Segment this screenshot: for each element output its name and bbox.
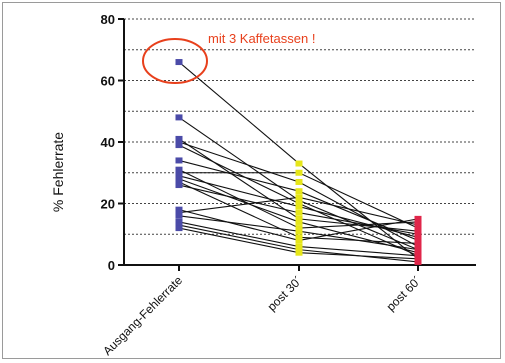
data-point-2-2 bbox=[414, 228, 422, 235]
data-point-10-2 bbox=[414, 240, 422, 247]
data-point-17-1 bbox=[295, 249, 303, 256]
axes bbox=[118, 18, 476, 271]
data-point-1-1 bbox=[295, 197, 303, 204]
data-point-13-2 bbox=[414, 222, 422, 229]
data-point-17-0 bbox=[175, 225, 183, 232]
y-tick-label-80: 80 bbox=[101, 12, 115, 27]
data-point-4-1 bbox=[295, 200, 303, 207]
data-point-3-1 bbox=[295, 178, 303, 185]
data-point-16-1 bbox=[295, 246, 303, 253]
x-tick-label-2: post 60´ bbox=[384, 273, 425, 314]
data-point-16-2 bbox=[414, 258, 422, 265]
data-point-8-2 bbox=[414, 234, 422, 241]
data-point-14-0 bbox=[175, 212, 183, 219]
data-point-7-2 bbox=[414, 225, 422, 232]
data-point-13-0 bbox=[175, 209, 183, 216]
data-point-5-0 bbox=[175, 157, 183, 164]
data-point-12-1 bbox=[295, 237, 303, 244]
data-point-6-0 bbox=[175, 166, 183, 173]
data-point-13-1 bbox=[295, 194, 303, 201]
data-point-9-0 bbox=[175, 175, 183, 182]
data-point-16-0 bbox=[175, 222, 183, 229]
y-tick-label-0: 0 bbox=[108, 258, 115, 273]
data-point-11-1 bbox=[295, 209, 303, 216]
data-point-5-1 bbox=[295, 188, 303, 195]
data-point-14-1 bbox=[295, 228, 303, 235]
annotation-text: mit 3 Kaffetassen ! bbox=[208, 31, 315, 46]
data-point-4-0 bbox=[175, 142, 183, 149]
data-point-14-2 bbox=[414, 246, 422, 253]
data-point-3-2 bbox=[414, 243, 422, 250]
data-point-9-1 bbox=[295, 218, 303, 225]
y-axis-title: % Fehlerrate bbox=[50, 132, 66, 212]
data-point-11-0 bbox=[175, 182, 183, 189]
data-point-7-0 bbox=[175, 169, 183, 176]
series-markers bbox=[175, 59, 422, 265]
data-point-17-2 bbox=[414, 255, 422, 262]
y-tick-label-40: 40 bbox=[101, 135, 115, 150]
data-point-3-0 bbox=[175, 139, 183, 145]
x-tick-label-1: post 30´ bbox=[265, 273, 306, 314]
data-point-12-0 bbox=[175, 206, 183, 213]
data-point-7-1 bbox=[295, 169, 303, 176]
highlight-circle bbox=[142, 38, 208, 84]
data-point-12-2 bbox=[414, 215, 422, 222]
data-point-15-0 bbox=[175, 218, 183, 225]
data-point-10-1 bbox=[295, 234, 303, 241]
x-tick-label-0: Ausgang-Fehlerrate bbox=[100, 273, 185, 358]
data-point-10-0 bbox=[175, 178, 183, 185]
y-tick-label-20: 20 bbox=[101, 197, 115, 212]
data-point-15-2 bbox=[414, 252, 422, 259]
y-tick-label-60: 60 bbox=[101, 74, 115, 89]
data-point-9-2 bbox=[414, 249, 422, 256]
data-point-6-1 bbox=[295, 225, 303, 232]
data-point-0-1 bbox=[295, 160, 303, 167]
data-point-0-0 bbox=[175, 59, 183, 66]
data-point-2-0 bbox=[175, 135, 183, 142]
data-point-1-0 bbox=[175, 114, 183, 121]
data-point-11-2 bbox=[414, 231, 422, 238]
data-point-2-1 bbox=[295, 215, 303, 222]
data-point-8-1 bbox=[295, 203, 303, 210]
data-point-15-1 bbox=[295, 243, 303, 250]
data-point-5-2 bbox=[414, 237, 422, 244]
data-point-8-0 bbox=[175, 172, 183, 179]
data-point-6-2 bbox=[414, 218, 422, 225]
